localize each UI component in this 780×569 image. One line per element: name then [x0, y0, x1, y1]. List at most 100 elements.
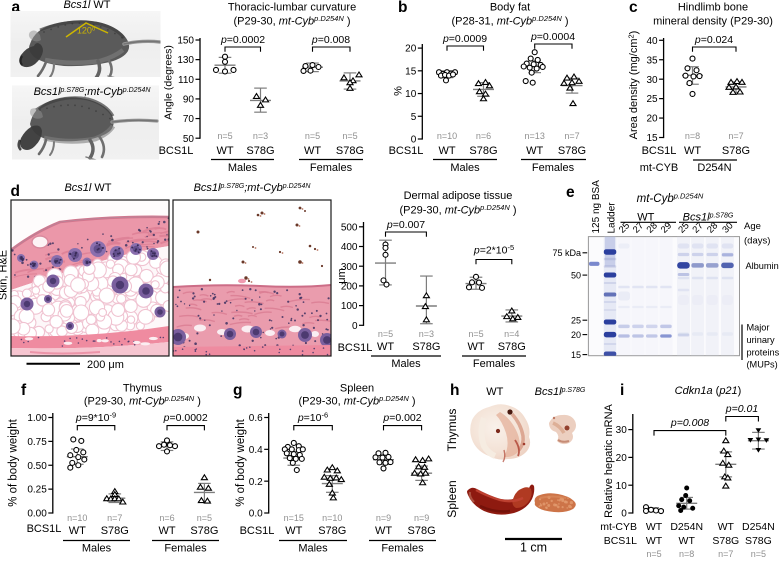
svg-text:Females: Females — [473, 358, 516, 370]
svg-text:0.25: 0.25 — [27, 485, 47, 496]
svg-text:Females: Females — [310, 162, 353, 174]
svg-text:BCS1L: BCS1L — [389, 145, 424, 157]
svg-text:urinary: urinary — [747, 335, 775, 345]
svg-text:0: 0 — [352, 321, 358, 332]
svg-text:BCS1L: BCS1L — [240, 525, 275, 537]
svg-text:Major: Major — [747, 323, 770, 333]
svg-text:0.00: 0.00 — [27, 509, 47, 520]
svg-text:125 ng BSA: 125 ng BSA — [591, 180, 602, 234]
svg-text:0.75: 0.75 — [27, 437, 47, 448]
svg-text:S78G: S78G — [745, 535, 772, 547]
svg-text:p=0.0004: p=0.0004 — [530, 31, 575, 43]
svg-text:Males: Males — [450, 162, 480, 174]
svg-text:Males: Males — [82, 543, 112, 555]
svg-text:WT: WT — [377, 341, 394, 353]
svg-text:n=5: n=5 — [468, 329, 483, 339]
svg-text:n=10: n=10 — [67, 513, 87, 523]
svg-text:20: 20 — [405, 44, 417, 55]
svg-text:S78G: S78G — [558, 145, 586, 157]
svg-text:WT: WT — [684, 145, 701, 157]
svg-text:(P29-30, mt-Cybp.D254N ): (P29-30, mt-Cybp.D254N ) — [298, 394, 415, 408]
svg-text:WT: WT — [69, 525, 86, 537]
svg-text:20: 20 — [646, 114, 658, 125]
svg-text:S78G: S78G — [408, 525, 436, 537]
svg-text:p=0.0009: p=0.0009 — [442, 33, 487, 45]
svg-text:% of body weight: % of body weight — [8, 418, 20, 506]
svg-text:p=10-6: p=10-6 — [297, 411, 328, 425]
svg-text:Spleen: Spleen — [445, 480, 459, 517]
svg-text:20: 20 — [571, 330, 581, 340]
svg-text:WT: WT — [285, 525, 302, 537]
svg-text:n=5: n=5 — [342, 131, 357, 141]
svg-text:S78G: S78G — [101, 525, 129, 537]
svg-text:Bcs1lp.S78G: Bcs1lp.S78G — [683, 211, 734, 223]
svg-text:50: 50 — [571, 270, 581, 280]
svg-text:Bcs1lp.S78G;mt-Cybp.D254N: Bcs1lp.S78G;mt-Cybp.D254N — [194, 182, 312, 194]
svg-text:WT: WT — [526, 145, 543, 157]
svg-text:130: 130 — [177, 55, 194, 66]
svg-text:i: i — [620, 382, 624, 399]
svg-text:0.4: 0.4 — [249, 445, 263, 456]
svg-text:n=8: n=8 — [685, 131, 700, 141]
svg-text:n=10: n=10 — [322, 513, 342, 523]
svg-text:p=0.01: p=0.01 — [725, 403, 758, 415]
svg-text:g: g — [233, 382, 242, 399]
svg-text:%: % — [393, 86, 405, 96]
svg-text:p=9*10-9: p=9*10-9 — [75, 411, 116, 425]
svg-text:100: 100 — [341, 301, 358, 312]
svg-text:1 cm: 1 cm — [520, 541, 547, 555]
svg-text:n=13: n=13 — [525, 131, 545, 141]
svg-text:0.50: 0.50 — [27, 461, 47, 472]
svg-text:n=5: n=5 — [217, 131, 232, 141]
svg-text:BCS1L: BCS1L — [642, 145, 677, 157]
svg-text:Hindlimb bone: Hindlimb bone — [678, 2, 748, 14]
svg-text:75 kDa: 75 kDa — [552, 248, 581, 258]
svg-text:S78G: S78G — [318, 525, 346, 537]
svg-text:WT: WT — [304, 145, 321, 157]
svg-text:0: 0 — [621, 509, 627, 520]
svg-text:n=5: n=5 — [378, 329, 393, 339]
svg-text:d: d — [11, 183, 20, 200]
svg-text:n=6: n=6 — [159, 513, 174, 523]
svg-text:p=0.002: p=0.002 — [382, 412, 421, 424]
svg-text:Ladder: Ladder — [607, 202, 618, 234]
svg-text:25: 25 — [571, 315, 581, 325]
svg-text:S78G: S78G — [722, 145, 750, 157]
svg-text:n=7: n=7 — [107, 513, 122, 523]
svg-text:1.00: 1.00 — [27, 413, 47, 424]
svg-text:mt-CYB: mt-CYB — [640, 162, 679, 174]
svg-text:μm: μm — [336, 268, 348, 284]
svg-text:n=5: n=5 — [197, 513, 212, 523]
svg-text:S78G: S78G — [469, 145, 497, 157]
svg-text:mt-CYB: mt-CYB — [600, 521, 637, 533]
svg-text:p=2*10-5: p=2*10-5 — [473, 243, 514, 257]
svg-text:300: 300 — [341, 262, 358, 273]
svg-text:Males: Males — [391, 358, 421, 370]
svg-text:mineral density (P29-30): mineral density (P29-30) — [653, 16, 773, 28]
svg-text:n=7: n=7 — [718, 549, 733, 559]
svg-text:Spleen: Spleen — [340, 383, 374, 395]
svg-text:n=15: n=15 — [284, 513, 304, 523]
svg-text:n=10: n=10 — [437, 131, 457, 141]
svg-text:Bcs1l WT: Bcs1l WT — [64, 182, 111, 194]
svg-text:25: 25 — [646, 94, 658, 105]
svg-text:0.2: 0.2 — [249, 477, 263, 488]
svg-text:500: 500 — [341, 222, 358, 233]
svg-text:110: 110 — [178, 75, 194, 86]
svg-text:WT: WT — [646, 521, 663, 533]
svg-text:Bcs1lp.S78G: Bcs1lp.S78G — [535, 386, 586, 398]
svg-text:Thoracic-lumbar curvature: Thoracic-lumbar curvature — [228, 2, 356, 14]
svg-text:p=0.008: p=0.008 — [311, 34, 350, 46]
svg-text:90: 90 — [183, 95, 195, 106]
svg-text:Males: Males — [298, 543, 328, 555]
svg-text:Area density (mg/cm2): Area density (mg/cm2) — [627, 31, 641, 140]
svg-text:c: c — [629, 0, 638, 16]
svg-text:WT: WT — [216, 145, 233, 157]
svg-text:n=9: n=9 — [376, 513, 391, 523]
svg-text:f: f — [21, 382, 27, 399]
svg-text:Relative hepatic mRNA: Relative hepatic mRNA — [603, 403, 615, 517]
svg-text:p=0.0002: p=0.0002 — [163, 412, 208, 424]
svg-text:Albumin: Albumin — [746, 261, 779, 271]
svg-text:n=3: n=3 — [419, 329, 434, 339]
svg-text:mt-Cybp.D254N: mt-Cybp.D254N — [637, 192, 704, 206]
